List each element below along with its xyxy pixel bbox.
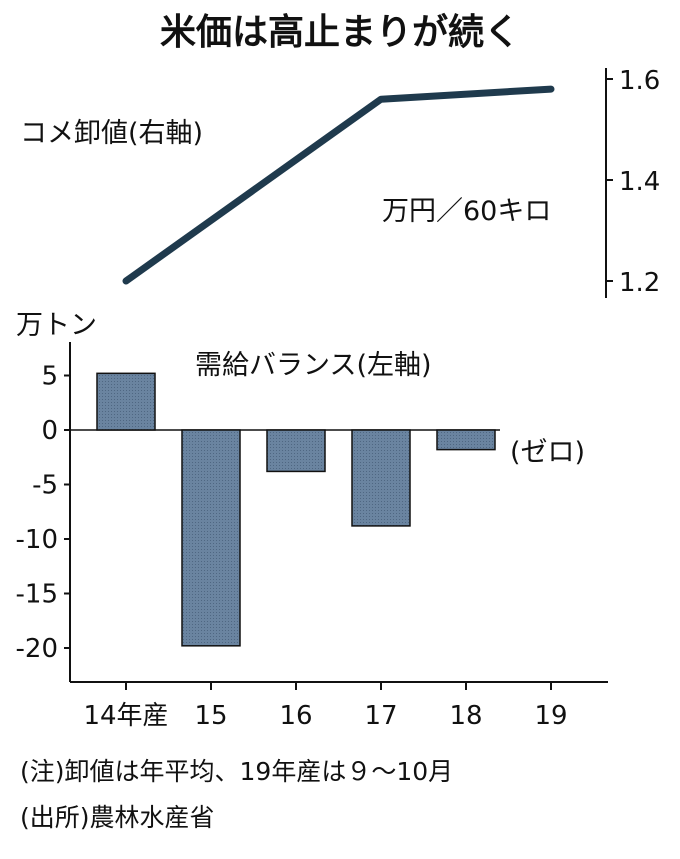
note-text: (注)卸値は年平均、19年産は９～10月 bbox=[20, 757, 453, 786]
left-axis-tick-label: 0 bbox=[41, 416, 58, 446]
x-axis-tick-label: 16 bbox=[279, 701, 312, 731]
x-axis-tick-label: 15 bbox=[194, 701, 227, 731]
x-axis-tick-label: 19 bbox=[534, 701, 567, 731]
balance-bar bbox=[181, 429, 241, 647]
balance-bar bbox=[436, 429, 496, 451]
right-axis-unit-label: 万円／60キロ bbox=[382, 196, 551, 227]
left-axis-tick-label: -15 bbox=[16, 580, 58, 610]
left-axis-tick-label: 5 bbox=[41, 362, 58, 392]
left-axis-tick-label: -20 bbox=[16, 634, 58, 664]
balance-bar bbox=[96, 372, 156, 431]
left-axis-tick-label: -5 bbox=[32, 471, 58, 501]
balance-bar bbox=[351, 429, 411, 527]
left-axis-tick-label: -10 bbox=[16, 525, 58, 555]
right-axis-tick-label: 1.2 bbox=[619, 268, 660, 298]
price-line bbox=[122, 85, 555, 285]
chart-title: 米価は高止まりが続く bbox=[160, 12, 520, 53]
zero-note: (ゼロ) bbox=[510, 437, 585, 468]
x-axis-tick-label: 17 bbox=[364, 701, 397, 731]
balance-bar bbox=[266, 429, 326, 473]
price-panel: コメ卸値(右軸) 万円／60キロ 1.2 1.4 1.6 bbox=[20, 66, 660, 298]
balance-panel: 万トン 需給バランス(左軸) 5 0 -5 -10 -15 -20 14年産 15 16 17 1… bbox=[16, 310, 608, 731]
bar-series-label: 需給バランス(左軸) bbox=[195, 350, 432, 381]
line-series-label: コメ卸値(右軸) bbox=[20, 118, 203, 149]
right-axis-tick-label: 1.6 bbox=[619, 66, 660, 96]
x-axis-tick-label: 18 bbox=[449, 701, 482, 731]
source-text: (出所)農林水産省 bbox=[20, 803, 215, 832]
left-axis-unit-label: 万トン bbox=[16, 310, 97, 341]
x-axis-tick-label: 14年産 bbox=[83, 701, 168, 731]
right-axis-tick-label: 1.4 bbox=[619, 167, 660, 197]
